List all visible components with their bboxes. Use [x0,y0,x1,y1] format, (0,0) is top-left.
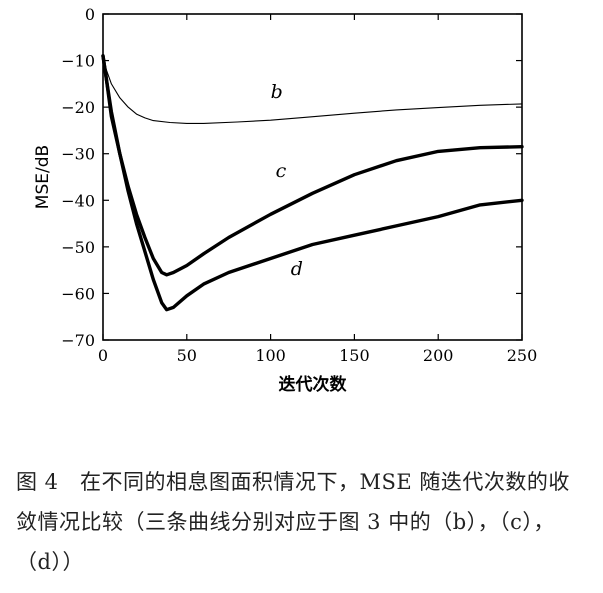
plot-frame [102,13,523,341]
series-line-c [101,54,524,277]
y-tick-label: −50 [61,238,95,257]
x-tick-label: 50 [177,346,197,365]
series-line-d [101,54,524,312]
series-label-c: c [276,160,287,182]
y-tick-label: −10 [61,52,95,71]
x-tick-label: 250 [507,346,538,365]
x-tick-label: 150 [339,346,370,365]
plot-area [102,13,523,341]
series-label-d: d [291,258,303,280]
x-tick-label: 100 [255,346,286,365]
series-line-b [102,55,523,124]
y-tick-label: −30 [61,145,95,164]
series-layer [101,54,524,312]
y-axis-label: MSE/dB [33,145,53,209]
y-tick-label: −70 [61,331,95,350]
y-tick-label: −20 [61,98,95,117]
x-axis-label: 迭代次数 [279,374,348,395]
series-labels: b c d [271,81,303,280]
x-tick-label: 200 [423,346,454,365]
mse-chart: 0 50 100 150 200 250 0 −10 −20 −30 −40 −50 −60 −70 b c… [33,5,537,395]
y-tick-label: −60 [61,284,95,303]
y-tick-label: 0 [85,5,95,24]
axis-ticks: 0 50 100 150 200 250 0 −10 −20 −30 −40 −50 −60 −70 [61,5,537,365]
y-tick-label: −40 [61,191,95,210]
x-tick-label: 0 [98,346,108,365]
figure-caption: 图 4 在不同的相息图面积情况下，MSE 随迭代次数的收敛情况比较（三条曲线分别… [16,470,570,574]
series-label-b: b [271,81,283,103]
